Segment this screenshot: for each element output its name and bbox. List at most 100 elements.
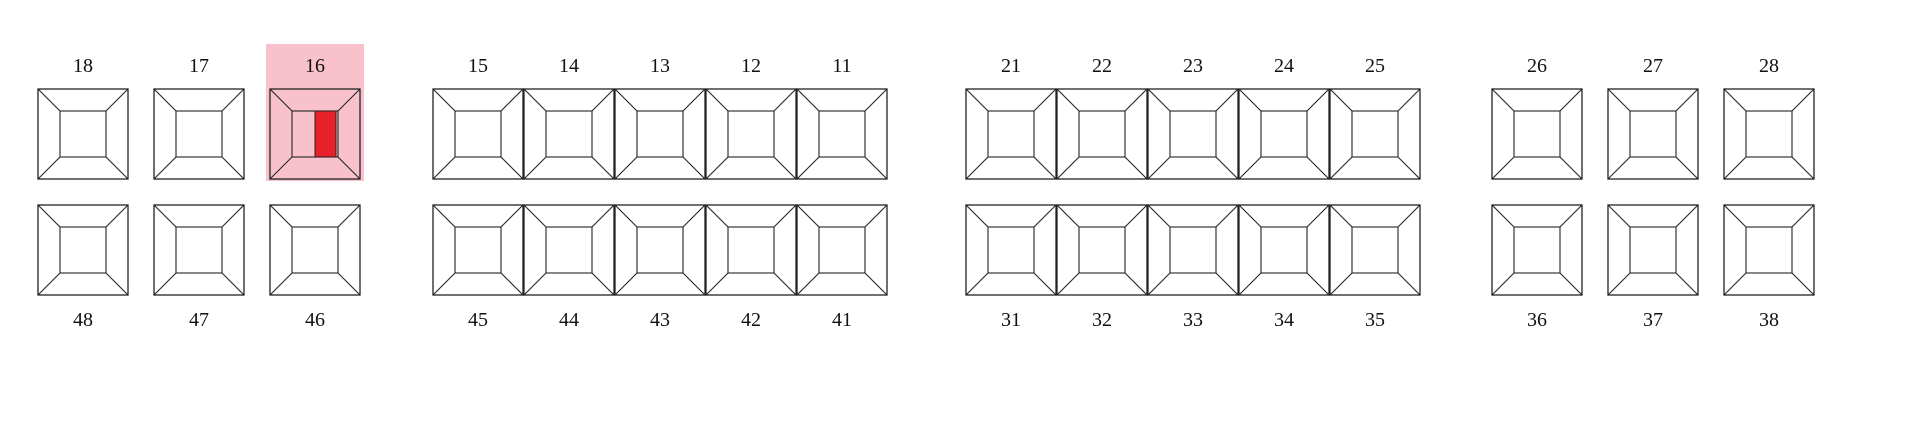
surface-divider xyxy=(1607,272,1631,296)
tooth-number: 31 xyxy=(1001,309,1021,331)
surface-divider xyxy=(105,272,129,296)
tooth-34[interactable]: 34 xyxy=(1238,204,1330,331)
surface-divider xyxy=(1306,272,1330,296)
surface-divider xyxy=(269,272,293,296)
surface-divider xyxy=(1306,204,1330,228)
occlusal-surface xyxy=(818,110,866,158)
surface-divider xyxy=(500,88,524,112)
surface-divider xyxy=(864,204,888,228)
tooth-25[interactable]: 25 xyxy=(1329,55,1421,180)
surface-divider xyxy=(523,204,547,228)
surface-divider xyxy=(1723,204,1747,228)
tooth-45[interactable]: 45 xyxy=(432,204,524,331)
tooth-37[interactable]: 37 xyxy=(1607,204,1699,331)
tooth-23[interactable]: 23 xyxy=(1147,55,1239,180)
surface-divider xyxy=(337,204,361,228)
tooth-27[interactable]: 27 xyxy=(1607,55,1699,180)
surface-divider xyxy=(682,88,706,112)
tooth-outline xyxy=(1147,204,1239,296)
tooth-13[interactable]: 13 xyxy=(614,55,706,180)
surface-divider xyxy=(1675,156,1699,180)
tooth-outline xyxy=(1056,204,1148,296)
surface-divider xyxy=(1033,88,1057,112)
surface-divider xyxy=(432,156,456,180)
surface-divider xyxy=(105,156,129,180)
occlusal-surface xyxy=(59,226,107,274)
surface-divider xyxy=(1491,204,1515,228)
tooth-32[interactable]: 32 xyxy=(1056,204,1148,331)
occlusal-surface xyxy=(1745,226,1793,274)
surface-divider xyxy=(1791,272,1815,296)
occlusal-surface xyxy=(1351,226,1399,274)
tooth-number: 12 xyxy=(741,55,761,77)
tooth-43[interactable]: 43 xyxy=(614,204,706,331)
tooth-number: 14 xyxy=(559,55,579,77)
tooth-31[interactable]: 31 xyxy=(965,204,1057,331)
surface-divider xyxy=(1033,156,1057,180)
surface-divider xyxy=(269,204,293,228)
tooth-42[interactable]: 42 xyxy=(705,204,797,331)
tooth-33[interactable]: 33 xyxy=(1147,204,1239,331)
surface-divider xyxy=(1607,156,1631,180)
tooth-17[interactable]: 17 xyxy=(153,55,245,180)
tooth-outline xyxy=(796,204,888,296)
tooth-22[interactable]: 22 xyxy=(1056,55,1148,180)
surface-divider xyxy=(773,156,797,180)
tooth-48[interactable]: 48 xyxy=(37,204,129,331)
surface-divider xyxy=(523,88,547,112)
surface-divider xyxy=(37,156,61,180)
tooth-24[interactable]: 24 xyxy=(1238,55,1330,180)
surface-divider xyxy=(1675,204,1699,228)
surface-divider xyxy=(1491,88,1515,112)
tooth-44[interactable]: 44 xyxy=(523,204,615,331)
surface-divider xyxy=(1124,156,1148,180)
tooth-41[interactable]: 41 xyxy=(796,204,888,331)
surface-divider xyxy=(1329,272,1353,296)
surface-divider xyxy=(682,156,706,180)
surface-divider xyxy=(1033,204,1057,228)
tooth-outline xyxy=(37,88,129,180)
tooth-36[interactable]: 36 xyxy=(1491,204,1583,331)
occlusal-surface xyxy=(636,226,684,274)
tooth-number: 17 xyxy=(189,55,209,77)
surface-divider xyxy=(337,272,361,296)
surface-divider xyxy=(337,156,361,180)
surface-divider xyxy=(1306,88,1330,112)
surface-divider xyxy=(1559,204,1583,228)
surface-divider xyxy=(221,156,245,180)
tooth-outline xyxy=(1147,88,1239,180)
surface-divider xyxy=(864,88,888,112)
tooth-outline xyxy=(1491,204,1583,296)
tooth-46[interactable]: 46 xyxy=(269,204,361,331)
tooth-47[interactable]: 47 xyxy=(153,204,245,331)
tooth-outline xyxy=(965,88,1057,180)
tooth-38[interactable]: 38 xyxy=(1723,204,1815,331)
surface-divider xyxy=(682,204,706,228)
surface-divider xyxy=(37,272,61,296)
occlusal-surface xyxy=(818,226,866,274)
surface-divider xyxy=(591,204,615,228)
tooth-number: 13 xyxy=(650,55,670,77)
surface-divider xyxy=(1397,156,1421,180)
tooth-11[interactable]: 11 xyxy=(796,55,888,180)
occlusal-surface xyxy=(1629,110,1677,158)
surface-divider xyxy=(773,204,797,228)
occlusal-surface xyxy=(59,110,107,158)
tooth-number: 45 xyxy=(468,309,488,331)
tooth-12[interactable]: 12 xyxy=(705,55,797,180)
tooth-21[interactable]: 21 xyxy=(965,55,1057,180)
tooth-35[interactable]: 35 xyxy=(1329,204,1421,331)
tooth-16[interactable]: 16 xyxy=(266,44,364,181)
tooth-number: 42 xyxy=(741,309,761,331)
tooth-15[interactable]: 15 xyxy=(432,55,524,180)
tooth-28[interactable]: 28 xyxy=(1723,55,1815,180)
surface-divider xyxy=(153,156,177,180)
tooth-18[interactable]: 18 xyxy=(37,55,129,180)
surface-divider xyxy=(1147,88,1171,112)
surface-divider xyxy=(773,88,797,112)
surface-divider xyxy=(1056,156,1080,180)
tooth-outline xyxy=(269,204,361,296)
tooth-14[interactable]: 14 xyxy=(523,55,615,180)
tooth-26[interactable]: 26 xyxy=(1491,55,1583,180)
surface-divider xyxy=(1238,88,1262,112)
